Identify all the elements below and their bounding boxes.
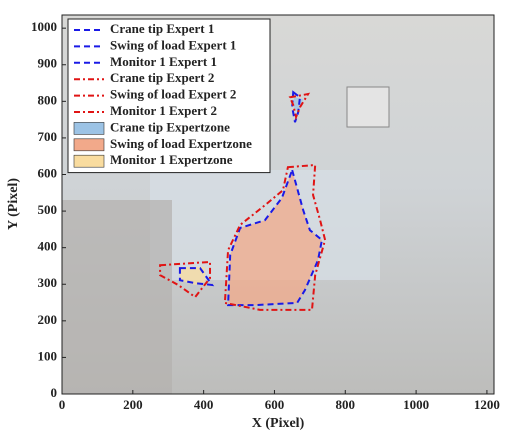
y-tick-label: 500 xyxy=(38,202,58,217)
region xyxy=(228,170,322,306)
legend-swatch xyxy=(73,138,105,152)
legend-label: Swing of load Expert 2 xyxy=(110,87,236,102)
y-tick-label: 600 xyxy=(38,165,58,180)
operator xyxy=(62,200,172,394)
x-tick-label: 0 xyxy=(59,397,66,412)
legend-label: Crane tip Expert 2 xyxy=(110,70,214,85)
y-tick-label: 0 xyxy=(51,385,58,400)
y-tick-label: 700 xyxy=(38,129,58,144)
legend-label: Crane tip Expert 1 xyxy=(110,21,214,36)
region xyxy=(159,260,212,299)
legend-swatch xyxy=(73,122,105,135)
y-tick-label: 200 xyxy=(38,312,58,327)
legend-label: Monitor 1 Expert 2 xyxy=(110,103,217,118)
y-tick-label: 400 xyxy=(38,239,58,254)
region xyxy=(288,92,311,121)
x-tick-label: 200 xyxy=(123,397,143,412)
region xyxy=(293,97,304,113)
y-tick-label: 800 xyxy=(38,92,58,107)
region xyxy=(223,163,327,311)
region xyxy=(227,166,324,307)
axes-box xyxy=(61,14,495,395)
y-tick-label: 900 xyxy=(38,56,58,71)
legend-label: Monitor 1 Expertzone xyxy=(110,152,233,167)
x-axis-label: X (Pixel) xyxy=(252,416,305,431)
y-axis-label: Y (Pixel) xyxy=(6,178,21,230)
legend-label: Monitor 1 Expert 1 xyxy=(110,54,217,69)
y-tick-label: 300 xyxy=(38,275,58,290)
legend-label: Swing of load Expert 1 xyxy=(110,37,236,52)
legend-label: Swing of load Expertzone xyxy=(110,136,252,151)
x-tick-label: 1200 xyxy=(474,397,500,412)
x-tick-label: 400 xyxy=(194,397,214,412)
x-tick-label: 800 xyxy=(336,397,356,412)
y-tick-label: 1000 xyxy=(31,19,57,34)
y-tick-label: 100 xyxy=(38,348,58,363)
region xyxy=(179,267,206,285)
legend-swatch xyxy=(73,154,105,168)
x-tick-label: 1000 xyxy=(403,397,429,412)
monitor xyxy=(346,86,390,128)
x-tick-label: 600 xyxy=(265,397,285,412)
region xyxy=(178,267,215,287)
legend-label: Crane tip Expertzone xyxy=(110,119,230,134)
